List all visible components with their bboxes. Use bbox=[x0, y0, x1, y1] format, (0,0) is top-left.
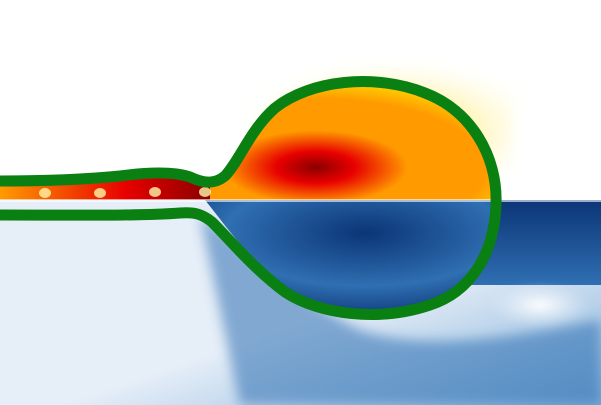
channel-hot-spot bbox=[94, 188, 106, 198]
mirror-axis bbox=[0, 199, 601, 202]
velocity-wake bbox=[490, 283, 590, 327]
channel-hot-spot bbox=[39, 188, 51, 198]
velocity-shear-layer bbox=[200, 215, 601, 405]
channel-hot-spot bbox=[199, 187, 211, 197]
channel-hot-spots bbox=[39, 187, 211, 198]
channel-hot-spot bbox=[149, 187, 161, 197]
velocity-field bbox=[0, 200, 601, 405]
droplet-interface-outline bbox=[0, 76, 502, 320]
